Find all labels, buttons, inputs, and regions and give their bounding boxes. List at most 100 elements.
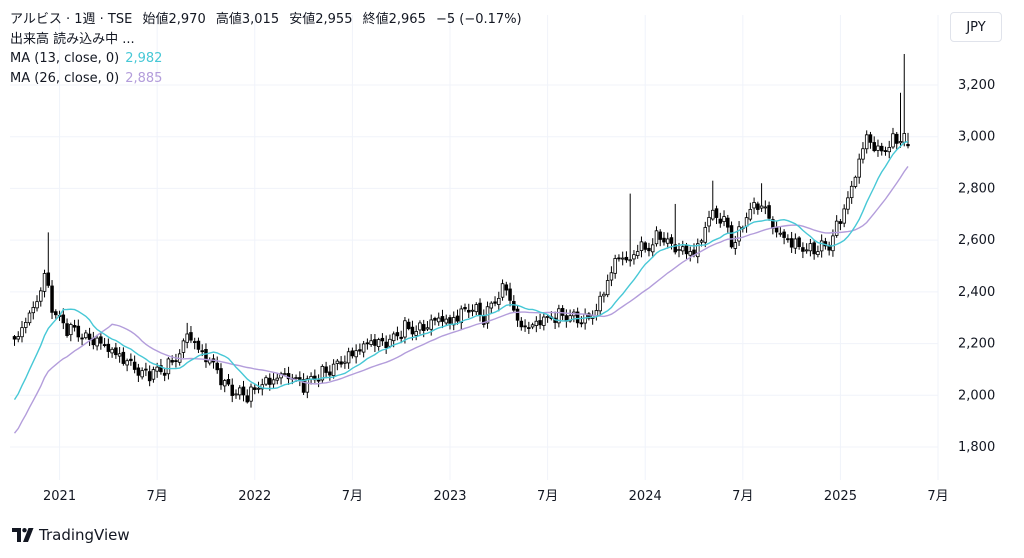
candle-body (542, 316, 546, 326)
candle-body (602, 293, 606, 297)
candle-body (61, 314, 66, 324)
candle-body (906, 144, 910, 147)
candle-body (275, 377, 280, 381)
candle-body (196, 340, 201, 350)
candle-body (605, 280, 610, 296)
ma13-line (13, 140, 909, 400)
candle-body (219, 368, 223, 386)
candle-body (54, 311, 58, 316)
candle-body (665, 238, 670, 244)
candle-body (24, 322, 28, 328)
candle-body (35, 301, 39, 309)
candle-body (414, 331, 418, 336)
candle-body (253, 387, 257, 390)
candle-body (767, 205, 771, 219)
y-tick-label: 2,600 (958, 233, 995, 248)
candle-body (102, 344, 107, 347)
candle-body (271, 379, 276, 385)
candle-body (887, 147, 891, 153)
ma26-value: 2,885 (125, 70, 163, 86)
y-tick-label: 2,800 (958, 181, 995, 196)
candle-body (110, 348, 114, 354)
candle-body (249, 386, 253, 402)
candle-body (174, 360, 178, 363)
candle-body (76, 325, 81, 338)
candle-body (87, 333, 92, 340)
candle-body (151, 369, 156, 380)
candle-body (538, 320, 542, 326)
candle-body (470, 309, 475, 312)
candle-body (831, 235, 835, 252)
candle-body (812, 242, 816, 255)
candle-body (298, 377, 302, 380)
candle-body (497, 297, 501, 305)
candle-body (16, 336, 21, 340)
y-tick-label: 1,800 (958, 440, 995, 455)
candle-body (474, 304, 479, 313)
candle-body (598, 295, 602, 312)
candle-body (632, 254, 636, 260)
ma26-row[interactable]: MA (26, close, 0) 2,885 (10, 69, 522, 89)
candle-body (575, 311, 580, 324)
candle-body (264, 377, 268, 385)
candle-body (680, 246, 685, 252)
candle-body (403, 320, 407, 338)
candle-body (534, 320, 539, 326)
candle-body (512, 301, 516, 311)
candle-body (647, 247, 651, 252)
candle-body (410, 326, 415, 335)
candle-body (519, 320, 524, 328)
currency-button[interactable]: JPY (950, 12, 1002, 42)
candle-body (782, 231, 786, 238)
candle-body (669, 237, 674, 244)
candle-body (384, 341, 388, 348)
ma26-label: MA (26, close, 0) (10, 70, 120, 86)
candle-body (72, 325, 77, 328)
candle-body (425, 327, 430, 330)
candle-body (245, 395, 250, 403)
candle-body (894, 133, 899, 144)
candle-body (699, 240, 704, 243)
high-value: 3,015 (241, 12, 280, 27)
tradingview-brand[interactable]: TradingView (12, 526, 130, 544)
candle-body (436, 317, 441, 323)
candle-body (294, 377, 298, 379)
candle-body (733, 242, 738, 249)
candle-body (316, 379, 321, 382)
high-label: 高値 (215, 12, 242, 27)
candle-body (455, 315, 460, 322)
candle-body (684, 244, 689, 255)
candle-body (114, 347, 118, 356)
open-label: 始値 (142, 12, 169, 27)
candle-body (162, 372, 167, 376)
candle-body (819, 240, 824, 252)
candle-body (838, 221, 843, 224)
candle-body (688, 251, 693, 256)
candle-body (609, 272, 614, 281)
candle-body (714, 208, 719, 218)
candle-body (463, 307, 467, 310)
candle-body (707, 217, 711, 227)
candle-body (399, 336, 403, 339)
candle-body (508, 288, 512, 301)
candle-body (872, 142, 876, 152)
candle-body (527, 327, 531, 329)
change-value: −5 (−0.17%) (435, 12, 522, 27)
y-tick-label: 3,200 (958, 78, 995, 93)
candle-body (722, 216, 726, 223)
candle-body (748, 209, 753, 220)
y-tick-label: 2,000 (958, 388, 995, 403)
x-tick-label: 7月 (537, 489, 558, 504)
candle-body (268, 377, 272, 385)
ma13-row[interactable]: MA (13, close, 0) 2,982 (10, 49, 522, 69)
candle-body (42, 273, 47, 292)
candle-body (147, 371, 152, 382)
candle-body (635, 251, 640, 256)
candle-body (459, 308, 464, 323)
candle-body (346, 351, 351, 364)
ohlc-row: アルビス · 1週 · TSE 始値2,970 高値3,015 安値2,955 … (10, 10, 522, 30)
candle-body (80, 337, 84, 340)
candle-body (493, 301, 497, 304)
y-tick-label: 3,000 (958, 130, 995, 145)
